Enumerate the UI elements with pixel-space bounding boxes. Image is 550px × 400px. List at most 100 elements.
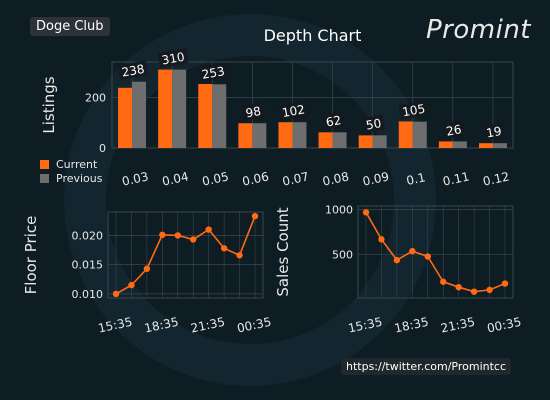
legend-item-previous: Previous: [40, 171, 103, 185]
floor-data-point: [251, 212, 259, 220]
sales-data-point: [455, 283, 462, 291]
sales-data-point: [424, 253, 431, 260]
floor-ytick-label: 0.020: [72, 229, 104, 242]
bar-data-label: 105: [398, 100, 429, 120]
sales-xtick-label: 18:35: [393, 315, 430, 336]
bar-data-label-text: 98: [245, 104, 262, 120]
bar-data-label: 26: [442, 120, 466, 140]
bar-xtick-label: 0.04: [161, 169, 190, 188]
bar-data-label-bg: [117, 60, 149, 81]
bar-data-label-text: 102: [281, 102, 306, 120]
bar-current: [198, 84, 213, 148]
bar-data-label: 310: [157, 48, 189, 68]
bar-data-label-text: 26: [445, 122, 462, 138]
floor-data-point: [159, 231, 166, 239]
bar-legend: Current Previous: [40, 157, 103, 185]
sales-data-point: [440, 278, 447, 285]
bar-data-label-bg: [442, 120, 466, 140]
floor-xtick-label: 15:35: [97, 315, 134, 336]
floor-data-point: [112, 290, 120, 298]
sales-data-point: [470, 288, 478, 295]
bar-xtick-label: 0.12: [482, 169, 511, 188]
floor-data-point: [236, 252, 243, 259]
bar-previous: [292, 122, 307, 148]
bar-current: [158, 69, 173, 148]
bar-current: [238, 123, 253, 148]
floor-ytick-label: 0.010: [72, 288, 104, 301]
floor-data-point: [190, 236, 197, 243]
bar-xtick-label: 0.11: [441, 169, 470, 188]
bar-data-label-bg: [278, 100, 309, 121]
sales-plot-frame: [357, 205, 514, 299]
bar-data-label: 253: [197, 62, 229, 83]
bar-data-label-text: 310: [161, 50, 186, 68]
bar-current: [438, 141, 453, 148]
sales-xtick-label: 15:35: [347, 315, 384, 336]
bar-current: [478, 143, 493, 148]
collection-badge: Doge Club: [30, 17, 110, 36]
sales-yaxis-label: Sales Count: [274, 207, 292, 296]
bar-current: [118, 87, 133, 148]
bar-yaxis-label: Listings: [40, 76, 58, 133]
legend-swatch-current: [40, 159, 49, 169]
bar-data-label: 19: [482, 122, 506, 141]
bar-previous: [412, 121, 427, 148]
legend-item-current: Current: [40, 157, 103, 171]
sales-data-point: [501, 280, 509, 287]
bar-current: [318, 132, 333, 148]
bar-data-label-text: 19: [485, 124, 502, 140]
sales-xtick-label: 00:35: [486, 315, 523, 336]
bar-xtick-label: 0.07: [281, 169, 310, 188]
floor-data-point: [128, 281, 135, 289]
bar-current: [398, 121, 413, 148]
sales-data-point: [393, 256, 401, 264]
bar-data-label-text: 105: [401, 102, 426, 120]
floor-data-point: [174, 232, 181, 239]
sales-ytick-label: 1000: [325, 204, 353, 217]
bar-previous: [332, 132, 347, 148]
bar-data-label-text: 62: [325, 113, 342, 129]
bar-data-label: 62: [321, 111, 346, 131]
bar-previous: [132, 81, 147, 148]
bar-data-label: 98: [241, 102, 265, 121]
twitter-link[interactable]: https://twitter.com/Promintcc: [341, 358, 511, 375]
bar-data-label-bg: [398, 100, 429, 120]
bar-current: [358, 135, 373, 148]
bar-previous: [212, 84, 227, 148]
bar-data-label-text: 238: [121, 62, 146, 80]
legend-label-current: Current: [56, 157, 98, 171]
bar-ytick-label: 200: [85, 91, 106, 104]
floor-yaxis-label: Floor Price: [22, 216, 40, 295]
bar-data-label-bg: [241, 102, 265, 121]
bar-previous: [492, 143, 507, 148]
bar-data-label: 238: [117, 60, 149, 81]
bar-ytick-label: 0: [99, 142, 106, 155]
bar-xtick-label: 0.08: [321, 169, 350, 188]
bar-xtick-label: 0.1: [405, 170, 427, 188]
bar-data-label-text: 253: [201, 64, 226, 82]
bar-data-label: 50: [361, 114, 386, 134]
floor-xtick-label: 18:35: [143, 315, 180, 336]
bar-previous: [172, 69, 187, 148]
floor-data-point: [205, 226, 212, 233]
sales-xtick-label: 21:35: [439, 315, 476, 336]
bar-xtick-label: 0.09: [361, 169, 390, 188]
floor-ytick-label: 0.015: [72, 259, 104, 272]
sales-ytick-label: 500: [332, 249, 353, 262]
floor-data-point: [143, 265, 151, 272]
brand-logo: Promint: [426, 15, 531, 45]
bar-previous: [252, 123, 267, 148]
sales-data-point: [486, 286, 493, 294]
bar-data-label: 102: [278, 100, 309, 121]
bar-previous: [452, 141, 467, 148]
bar-data-label-bg: [197, 62, 229, 83]
floor-data-point: [220, 245, 228, 252]
floor-xtick-label: 00:35: [236, 315, 273, 336]
bar-xtick-label: 0.06: [241, 169, 270, 188]
legend-swatch-previous: [40, 173, 49, 183]
floor-xtick-label: 21:35: [189, 315, 226, 336]
sales-data-point: [409, 247, 416, 255]
sales-data-point: [362, 209, 370, 216]
